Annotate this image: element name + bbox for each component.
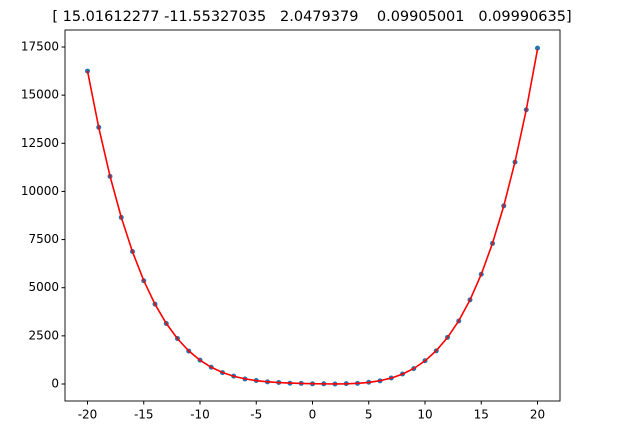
x-tick-label: 5 xyxy=(365,408,373,422)
y-tick-label: 7500 xyxy=(28,232,59,246)
y-tick-label: 5000 xyxy=(28,280,59,294)
y-tick-label: 10000 xyxy=(21,184,59,198)
data-point xyxy=(535,45,540,51)
y-tick-label: 17500 xyxy=(21,40,59,54)
y-tick-label: 0 xyxy=(51,376,59,390)
axes-frame xyxy=(64,29,561,402)
x-tick-label: 20 xyxy=(530,408,545,422)
x-tick-label: -10 xyxy=(190,408,210,422)
chart-title: [ 15.01612277 -11.55327035 2.0479379 0.0… xyxy=(52,9,571,25)
y-tick-label: 2500 xyxy=(28,328,59,342)
x-tick-label: 15 xyxy=(474,408,489,422)
y-tick-label: 12500 xyxy=(21,136,59,150)
x-tick-label: -5 xyxy=(250,408,262,422)
y-tick-label: 15000 xyxy=(21,88,59,102)
x-tick-label: -15 xyxy=(134,408,154,422)
fit-line xyxy=(86,49,539,385)
x-tick-label: 0 xyxy=(309,408,317,422)
x-tick-label: 10 xyxy=(417,408,432,422)
x-tick-label: -20 xyxy=(78,408,98,422)
